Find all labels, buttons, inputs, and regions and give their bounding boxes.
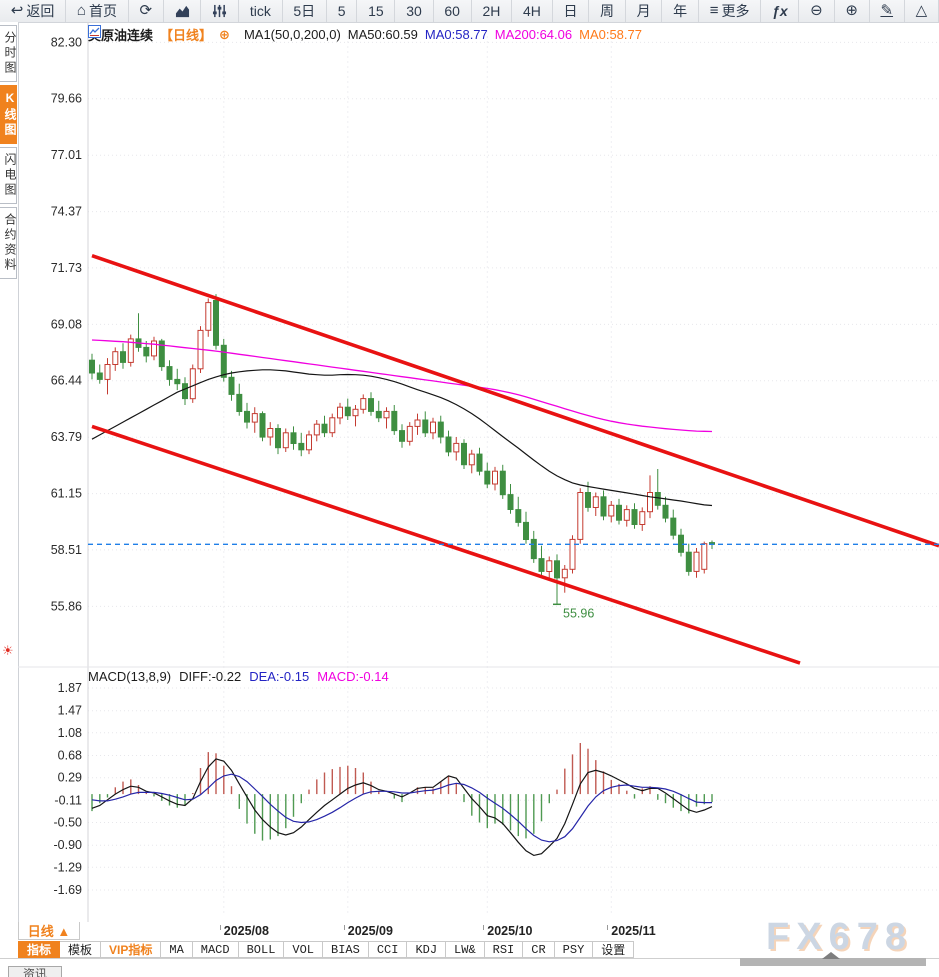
svg-text:79.66: 79.66 — [51, 92, 82, 106]
svg-text:-0.50: -0.50 — [54, 816, 83, 830]
ma0-blue-value: MA0:58.77 — [424, 27, 488, 42]
tab-ma[interactable]: MA — [161, 941, 193, 958]
svg-text:1.47: 1.47 — [58, 704, 82, 718]
interval-2h-button[interactable]: 2H — [472, 0, 513, 22]
x-axis-label: 2025/10 — [483, 924, 533, 938]
svg-text:66.44: 66.44 — [51, 374, 82, 388]
more-button[interactable]: ≡ 更多 — [699, 0, 762, 22]
interval-5-button[interactable]: 5 — [327, 0, 358, 22]
tab-rsi[interactable]: RSI — [484, 941, 524, 958]
interval-4h-button[interactable]: 4H — [512, 0, 553, 22]
svg-text:69.08: 69.08 — [51, 317, 82, 331]
svg-text:82.30: 82.30 — [51, 35, 82, 49]
svg-text:77.01: 77.01 — [51, 148, 82, 162]
diff-value: DIFF:-0.22 — [179, 669, 242, 684]
fx-indicator-button[interactable]: ƒx — [761, 0, 800, 22]
ma0-orange-value: MA0:58.77 — [579, 27, 642, 42]
x-axis-label: 2025/09 — [343, 924, 393, 938]
period-tag: 【日线】 — [160, 28, 213, 43]
shape-tool-button[interactable]: △ — [905, 0, 939, 22]
interval-5day-button[interactable]: 5日 — [283, 0, 327, 22]
svg-text:1.08: 1.08 — [58, 726, 82, 740]
top-toolbar: ↩ 返回 ⌂ 首页 ⟳ tick 5日 5 15 30 60 2H 4H 日周月年 ≡ 更多 ƒx ⊖ ⊕ ✎ △ — [0, 0, 939, 23]
tab-lw[interactable]: LW& — [446, 941, 485, 958]
watermark: FX678 — [766, 916, 913, 958]
interval-15-button[interactable]: 15 — [357, 0, 396, 22]
macd-panel-header: MACD(13,8,9) DIFF:-0.22 DEA:-0.15 MACD:-… — [88, 669, 389, 684]
tab-time-chart[interactable]: 分时图 — [0, 25, 17, 82]
svg-text:1.87: 1.87 — [58, 681, 82, 695]
tab-vip-indicator[interactable]: VIP指标 — [101, 941, 162, 958]
tab-template[interactable]: 模板 — [60, 941, 102, 958]
symbol-name: 美原油连续 — [88, 28, 154, 43]
macd-value: MACD:-0.14 — [317, 669, 389, 684]
back-button[interactable]: ↩ 返回 — [0, 0, 67, 22]
tab-news[interactable]: 资讯 — [8, 966, 62, 977]
tab-lightning-chart[interactable]: 闪电图 — [0, 147, 17, 204]
interval-30-button[interactable]: 30 — [395, 0, 434, 22]
zoom-out-button[interactable]: ⊖ — [799, 0, 835, 22]
indicator-hot-icon[interactable]: ☀ — [2, 643, 14, 658]
svg-text:-1.69: -1.69 — [54, 883, 83, 897]
dea-value: DEA:-0.15 — [249, 669, 310, 684]
svg-text:-0.90: -0.90 — [54, 838, 83, 852]
macd-config-label: MACD(13,8,9) — [88, 669, 172, 684]
svg-text:55.86: 55.86 — [51, 599, 82, 613]
home-button[interactable]: ⌂ 首页 — [66, 0, 129, 22]
svg-text:-0.11: -0.11 — [54, 793, 82, 807]
area-chart-button[interactable] — [164, 0, 202, 22]
tab-boll[interactable]: BOLL — [238, 941, 285, 958]
tab-kdj[interactable]: KDJ — [407, 941, 447, 958]
ma50-value: MA50:60.59 — [347, 27, 418, 42]
x-axis-row: 日线 ▲ 2025/08 2025/09 2025/10 2025/11 — [0, 922, 939, 941]
svg-text:74.37: 74.37 — [51, 205, 82, 219]
x-axis-label: 2025/08 — [219, 924, 269, 938]
indicator-tabbar: 指标 模板 VIP指标 MA MACD BOLL VOL BIAS CCI KDJ LW& RSI CR… — [0, 941, 939, 959]
svg-text:0.29: 0.29 — [58, 771, 82, 785]
svg-text:0.68: 0.68 — [58, 749, 82, 763]
tab-indicator[interactable]: 指标 — [18, 941, 61, 958]
tab-bias[interactable]: BIAS — [323, 941, 369, 958]
ma200-value: MA200:64.06 — [494, 27, 573, 42]
ma-config-label: MA1(50,0,200,0) — [243, 27, 341, 42]
svg-text:61.15: 61.15 — [51, 487, 82, 501]
tab-psy[interactable]: PSY — [554, 941, 594, 958]
add-indicator-icon[interactable]: ⊕ — [219, 26, 230, 42]
interval-year-button[interactable]: 年 — [662, 0, 699, 22]
svg-text:63.79: 63.79 — [51, 430, 82, 444]
zoom-in-button[interactable]: ⊕ — [835, 0, 870, 22]
svg-text:55.96: 55.96 — [563, 606, 594, 620]
scrollbar-up-arrow-icon[interactable] — [822, 952, 840, 959]
tab-macd[interactable]: MACD — [192, 941, 239, 958]
svg-text:-1.29: -1.29 — [54, 860, 83, 874]
period-dropdown-button[interactable]: 日线 ▲ — [18, 922, 80, 940]
tab-settings[interactable]: 设置 — [593, 941, 635, 958]
interval-month-button[interactable]: 月 — [626, 0, 663, 22]
svg-text:58.51: 58.51 — [51, 543, 82, 557]
svg-text:71.73: 71.73 — [51, 261, 82, 275]
candlestick-style-button[interactable] — [201, 0, 240, 22]
interval-day-button[interactable]: 日 — [553, 0, 590, 22]
refresh-button[interactable]: ⟳ — [129, 0, 164, 22]
x-axis-label: 2025/11 — [607, 924, 656, 938]
draw-button[interactable]: ✎ — [870, 0, 905, 22]
tab-cr[interactable]: CR — [523, 941, 555, 958]
tab-kline-chart[interactable]: K线图 — [0, 85, 17, 144]
horizontal-scrollbar[interactable] — [740, 952, 926, 966]
price-panel-header: 美原油连续 【日线】 ⊕ MA1(50,0,200,0) MA50:60.59 … — [88, 25, 642, 44]
tab-vol[interactable]: VOL — [284, 941, 324, 958]
interval-60-button[interactable]: 60 — [434, 0, 472, 22]
interval-week-button[interactable]: 周 — [589, 0, 626, 22]
chart-type-sidebar: 分时图 K线图闪电图合约资料 — [0, 22, 19, 958]
interval-tick-button[interactable]: tick — [239, 0, 283, 22]
tab-cci[interactable]: CCI — [368, 941, 408, 958]
tab-contract-info[interactable]: 合约资料 — [0, 207, 17, 279]
chart-region[interactable]: 82.30 79.66 77.01 74.37 71.73 69.08 66.44 63.79… — [18, 22, 939, 922]
